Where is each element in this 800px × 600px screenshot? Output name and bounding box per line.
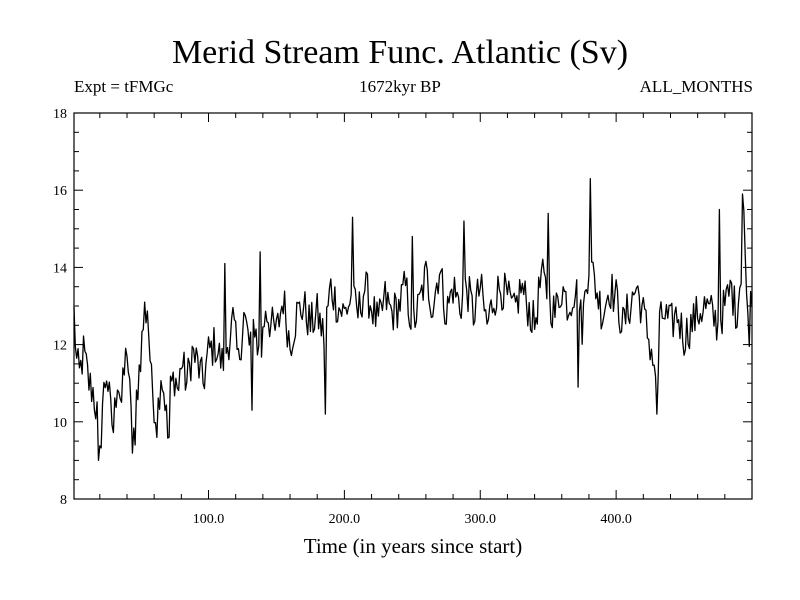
axis-tick-labels: 100.0 200.0 300.0 400.0 8 10 12 14 16 18 bbox=[53, 107, 632, 527]
months-label: ALL_MONTHS bbox=[639, 77, 753, 96]
y-tick-label: 14 bbox=[53, 261, 67, 276]
axis-ticks bbox=[74, 112, 752, 500]
y-tick-label: 10 bbox=[53, 416, 67, 431]
series-line bbox=[73, 177, 753, 462]
x-tick-label: 300.0 bbox=[465, 512, 497, 527]
y-tick-label: 8 bbox=[60, 493, 67, 508]
experiment-label: Expt = tFMGc bbox=[74, 77, 174, 96]
chart-title: Merid Stream Func. Atlantic (Sv) bbox=[171, 34, 629, 71]
period-label: 1672kyr BP bbox=[359, 77, 441, 96]
y-tick-label: 12 bbox=[53, 339, 67, 354]
x-tick-label: 100.0 bbox=[193, 512, 225, 527]
x-tick-label: 400.0 bbox=[600, 512, 632, 527]
x-axis-label: Time (in years since start) bbox=[304, 534, 523, 558]
y-tick-label: 16 bbox=[53, 184, 67, 199]
y-tick-label: 18 bbox=[53, 107, 67, 122]
x-tick-label: 200.0 bbox=[329, 512, 361, 527]
